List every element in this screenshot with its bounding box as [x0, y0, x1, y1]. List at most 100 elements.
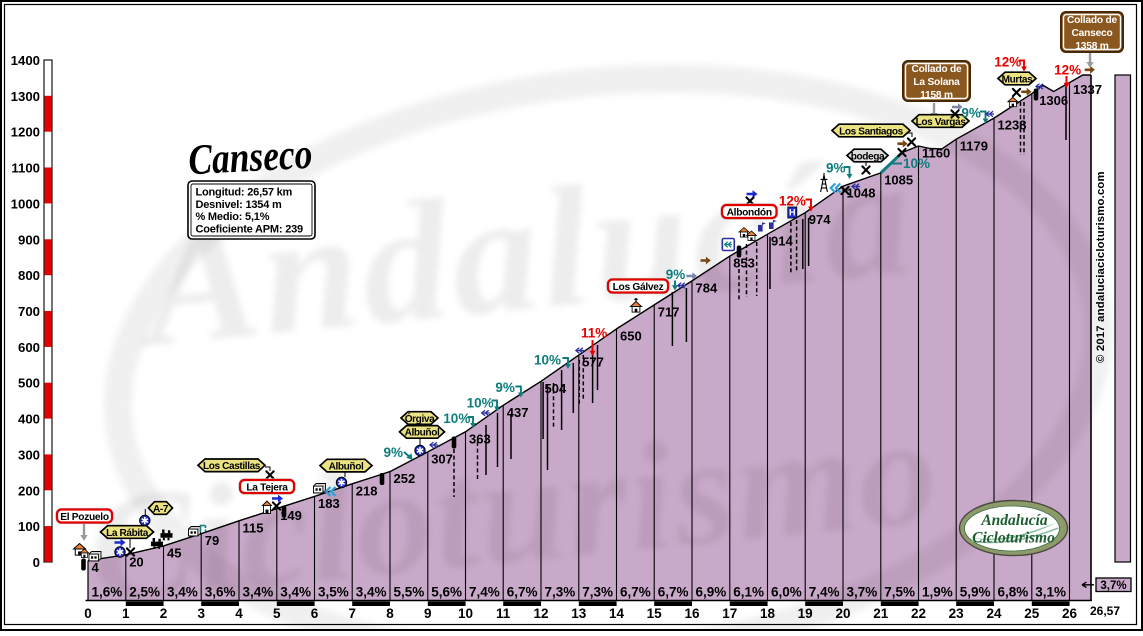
svg-text:3,4%: 3,4% [243, 585, 274, 600]
svg-text:200: 200 [18, 483, 40, 498]
svg-text:252: 252 [394, 471, 416, 486]
svg-text:1306: 1306 [1039, 93, 1068, 108]
svg-text:3,1%: 3,1% [1035, 585, 1066, 600]
svg-text:7,3%: 7,3% [582, 585, 613, 600]
svg-text:6,7%: 6,7% [620, 585, 651, 600]
svg-text:24: 24 [986, 606, 1002, 621]
svg-text:5,6%: 5,6% [431, 585, 462, 600]
svg-text:717: 717 [658, 304, 680, 319]
svg-text:12%: 12% [779, 194, 806, 209]
svg-text:218: 218 [356, 483, 378, 498]
svg-text:5,9%: 5,9% [960, 585, 991, 600]
svg-text:3,4%: 3,4% [167, 585, 198, 600]
svg-text:3,4%: 3,4% [356, 585, 387, 600]
svg-text:La Rábita: La Rábita [106, 528, 149, 539]
svg-text:784: 784 [696, 280, 718, 295]
svg-text:500: 500 [18, 376, 40, 391]
svg-text:8: 8 [386, 606, 394, 621]
svg-text:Longitud: 26,57 km: Longitud: 26,57 km [196, 187, 293, 199]
svg-text:1048: 1048 [847, 186, 876, 201]
svg-text:0: 0 [84, 606, 92, 621]
svg-text:Los Castillas: Los Castillas [203, 461, 261, 472]
svg-text:10%: 10% [443, 411, 470, 426]
svg-text:115: 115 [243, 520, 264, 535]
svg-text:9%: 9% [961, 106, 981, 121]
svg-text:12%: 12% [994, 55, 1021, 70]
svg-text:17: 17 [722, 606, 737, 621]
svg-text:1,9%: 1,9% [922, 585, 953, 600]
svg-text:7: 7 [348, 606, 356, 621]
svg-text:10%: 10% [467, 396, 494, 411]
svg-text:5: 5 [273, 606, 281, 621]
svg-text:2: 2 [160, 606, 168, 621]
svg-text:10%: 10% [534, 353, 561, 368]
svg-text:26: 26 [1062, 606, 1078, 621]
svg-text:H: H [789, 208, 796, 218]
svg-text:A-7: A-7 [153, 504, 169, 515]
svg-text:12: 12 [533, 606, 548, 621]
svg-text:Murtas: Murtas [1002, 74, 1033, 85]
svg-text:1160: 1160 [922, 146, 950, 161]
svg-text:6,9%: 6,9% [696, 585, 727, 600]
svg-text:3,4%: 3,4% [280, 585, 311, 600]
svg-text:4: 4 [235, 606, 243, 621]
svg-text:400: 400 [18, 412, 40, 427]
svg-text:bodega: bodega [851, 151, 885, 162]
svg-text:7,4%: 7,4% [469, 585, 500, 600]
svg-text:13: 13 [571, 606, 587, 621]
svg-text:1100: 1100 [11, 161, 40, 176]
svg-text:16: 16 [684, 606, 700, 621]
svg-text:45: 45 [167, 545, 181, 560]
svg-text:1000: 1000 [11, 196, 40, 211]
svg-text:Órgiva: Órgiva [405, 412, 435, 425]
svg-text:1085: 1085 [884, 172, 913, 187]
svg-text:100: 100 [18, 519, 40, 534]
svg-text:10%: 10% [903, 156, 930, 171]
svg-text:Coeficiente APM: 239: Coeficiente APM: 239 [196, 223, 304, 235]
svg-text:20: 20 [835, 606, 850, 621]
svg-text:6,0%: 6,0% [771, 585, 802, 600]
svg-text:11: 11 [496, 606, 511, 621]
svg-text:Canseco: Canseco [187, 131, 313, 184]
svg-text:7,5%: 7,5% [884, 585, 915, 600]
svg-text:800: 800 [18, 268, 40, 283]
svg-text:6,7%: 6,7% [507, 585, 538, 600]
svg-text:21: 21 [873, 606, 889, 621]
svg-text:El Pozuelo: El Pozuelo [60, 512, 109, 523]
svg-text:650: 650 [620, 328, 642, 343]
svg-text:3,6%: 3,6% [205, 585, 236, 600]
svg-text:% Medio: 5,1%: % Medio: 5,1% [196, 211, 270, 223]
svg-text:Collado de: Collado de [911, 64, 962, 75]
svg-text:437: 437 [507, 405, 529, 420]
svg-text:Los Gálvez: Los Gálvez [613, 282, 664, 293]
svg-text:14: 14 [609, 606, 625, 621]
svg-text:Collado de: Collado de [1067, 15, 1118, 26]
svg-text:914: 914 [771, 234, 793, 249]
svg-text:9: 9 [424, 606, 432, 621]
svg-text:Andalucía: Andalucía [980, 512, 1048, 529]
svg-text:1200: 1200 [11, 125, 40, 140]
svg-text:1179: 1179 [960, 139, 988, 154]
svg-text:307: 307 [431, 451, 453, 466]
svg-text:26,57: 26,57 [1090, 604, 1120, 618]
svg-text:1238: 1238 [998, 118, 1027, 133]
svg-text:Desnivel: 1354 m: Desnivel: 1354 m [196, 199, 282, 211]
svg-text:1358 m: 1358 m [1075, 41, 1108, 52]
svg-text:19: 19 [798, 606, 813, 621]
svg-text:18: 18 [760, 606, 776, 621]
svg-text:Cicloturismo: Cicloturismo [972, 530, 1055, 547]
svg-text:15: 15 [647, 606, 663, 621]
svg-text:7,4%: 7,4% [809, 585, 840, 600]
svg-text:10: 10 [458, 606, 473, 621]
svg-text:© 2017 andaluciacicloturismo.c: © 2017 andaluciacicloturismo.com [1095, 171, 1107, 363]
svg-text:22: 22 [911, 606, 926, 621]
svg-text:Albondón: Albondón [727, 207, 772, 218]
svg-text:79: 79 [205, 533, 219, 548]
svg-text:20: 20 [129, 554, 143, 569]
svg-text:11%: 11% [581, 326, 607, 341]
svg-text:23: 23 [949, 606, 965, 621]
svg-text:853: 853 [733, 256, 755, 271]
svg-text:9%: 9% [666, 267, 686, 282]
svg-text:1400: 1400 [11, 53, 40, 68]
svg-text:Los Vargas: Los Vargas [916, 117, 967, 128]
